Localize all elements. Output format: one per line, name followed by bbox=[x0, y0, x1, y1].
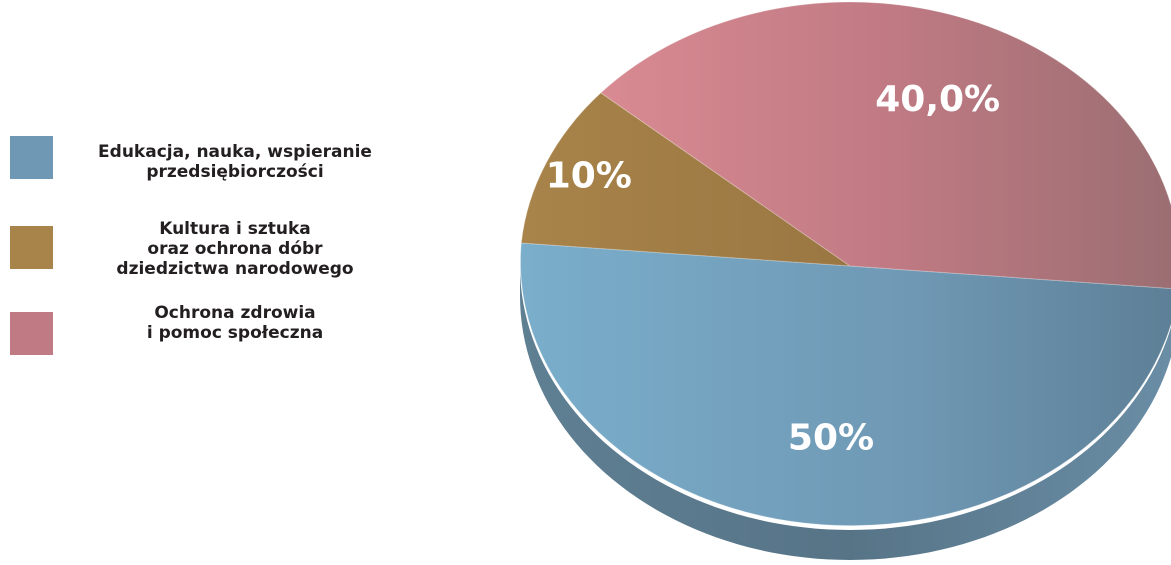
pie-slice-health bbox=[600, 1, 1171, 289]
chart-legend: Edukacja, nauka, wspieranie przedsiębior… bbox=[0, 0, 420, 565]
data-label-culture: 10% bbox=[546, 155, 632, 196]
legend-swatch-culture bbox=[10, 226, 53, 269]
pie-slice-culture bbox=[520, 92, 852, 267]
legend-swatch-education bbox=[10, 136, 53, 179]
legend-label-education: Edukacja, nauka, wspieranie przedsiębior… bbox=[98, 142, 372, 182]
legend-item-culture: Kultura i sztuka oraz ochrona dóbr dzied… bbox=[10, 219, 410, 292]
pie-slice-education bbox=[520, 242, 1171, 527]
pie-labels: 50% 10% 40,0% bbox=[546, 79, 1000, 459]
pie-slices bbox=[520, 1, 1171, 527]
legend-item-education: Edukacja, nauka, wspieranie przedsiębior… bbox=[10, 132, 410, 202]
legend-swatch-health bbox=[10, 312, 53, 355]
legend-label-culture: Kultura i sztuka oraz ochrona dóbr dzied… bbox=[116, 219, 354, 279]
legend-item-health: Ochrona zdrowia i pomoc społeczna bbox=[10, 303, 410, 378]
data-label-health: 40,0% bbox=[875, 79, 1000, 120]
legend-label-health: Ochrona zdrowia i pomoc społeczna bbox=[146, 303, 324, 343]
data-label-education: 50% bbox=[788, 418, 874, 459]
